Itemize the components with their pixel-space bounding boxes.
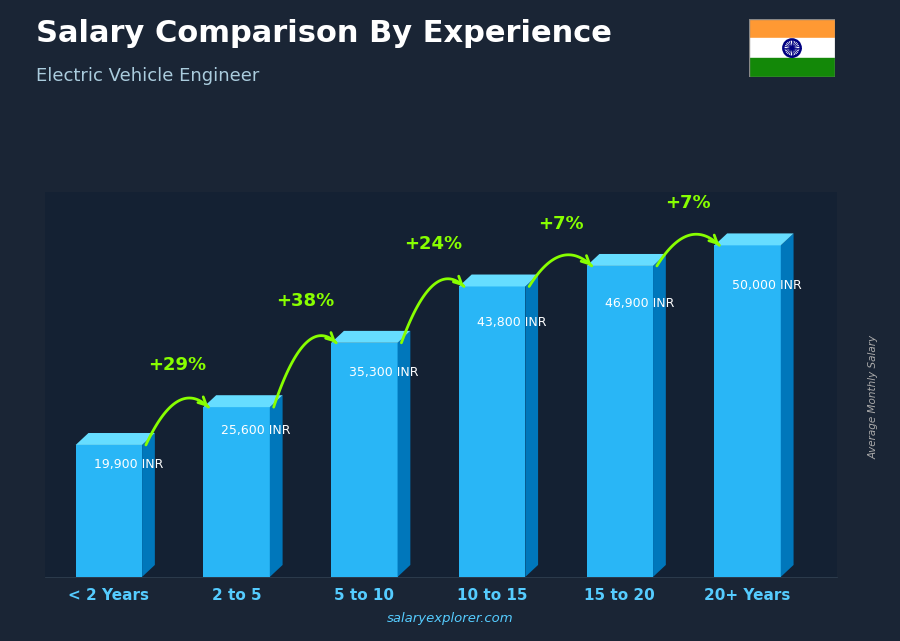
Text: 50,000 INR: 50,000 INR xyxy=(733,278,802,292)
Polygon shape xyxy=(142,433,155,577)
Text: 43,800 INR: 43,800 INR xyxy=(477,315,546,328)
Text: +29%: +29% xyxy=(148,356,206,374)
Polygon shape xyxy=(653,254,666,577)
Bar xyxy=(459,287,526,577)
Bar xyxy=(203,407,270,577)
Text: 35,300 INR: 35,300 INR xyxy=(349,366,418,379)
Text: +38%: +38% xyxy=(275,292,334,310)
Circle shape xyxy=(791,47,793,49)
Bar xyxy=(331,343,398,577)
Polygon shape xyxy=(331,331,410,343)
Text: +24%: +24% xyxy=(403,235,462,253)
Polygon shape xyxy=(270,395,283,577)
Bar xyxy=(715,246,781,577)
Polygon shape xyxy=(76,433,155,445)
Bar xyxy=(587,266,653,577)
Polygon shape xyxy=(203,395,283,407)
Text: Electric Vehicle Engineer: Electric Vehicle Engineer xyxy=(36,67,259,85)
Polygon shape xyxy=(587,254,666,266)
Text: 25,600 INR: 25,600 INR xyxy=(221,424,291,437)
Text: salaryexplorer.com: salaryexplorer.com xyxy=(387,612,513,625)
Text: Salary Comparison By Experience: Salary Comparison By Experience xyxy=(36,19,612,48)
Polygon shape xyxy=(715,233,794,246)
Text: +7%: +7% xyxy=(665,194,711,212)
Bar xyxy=(749,19,835,38)
Polygon shape xyxy=(459,274,538,287)
Text: Average Monthly Salary: Average Monthly Salary xyxy=(868,335,878,460)
Text: 46,900 INR: 46,900 INR xyxy=(605,297,674,310)
Bar xyxy=(749,58,835,77)
Polygon shape xyxy=(398,331,410,577)
Bar xyxy=(76,445,142,577)
Bar xyxy=(749,38,835,58)
Text: +7%: +7% xyxy=(537,215,583,233)
Polygon shape xyxy=(781,233,794,577)
Polygon shape xyxy=(526,274,538,577)
Text: 19,900 INR: 19,900 INR xyxy=(94,458,163,471)
